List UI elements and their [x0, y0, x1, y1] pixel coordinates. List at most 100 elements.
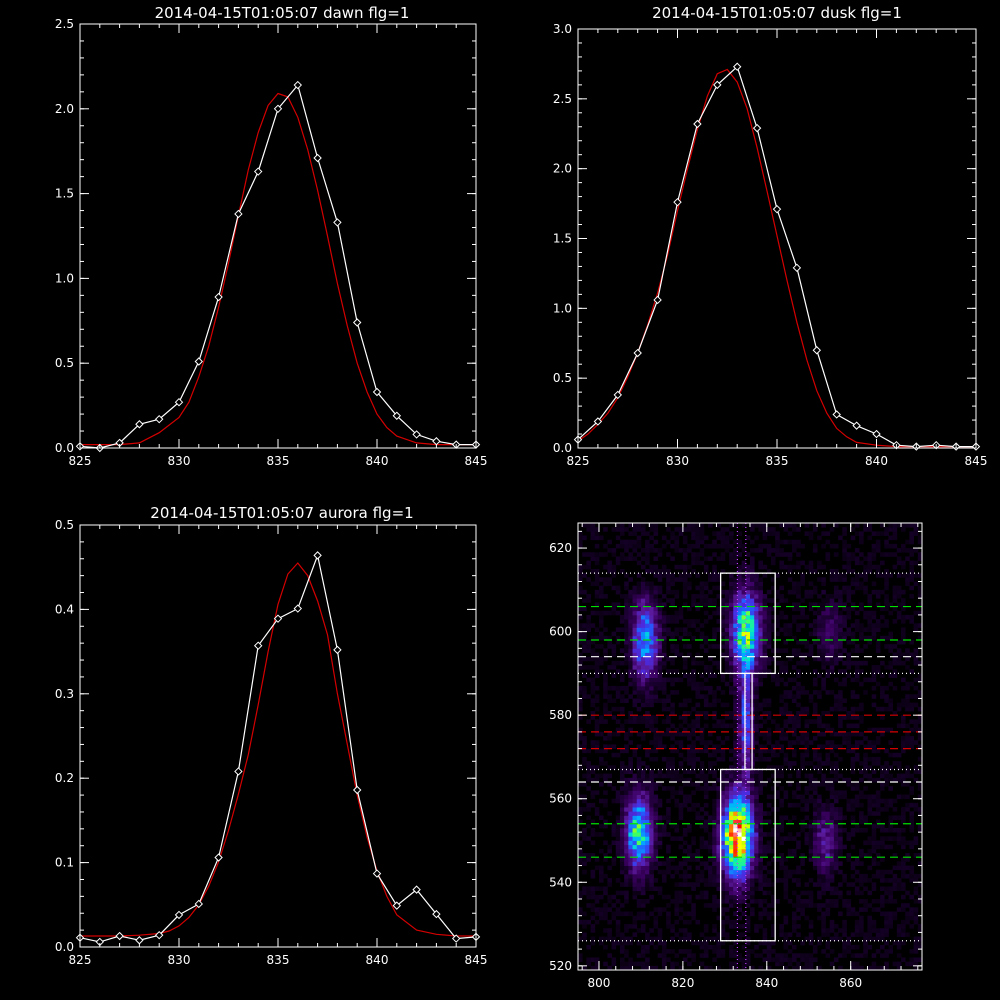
data-point-marker	[214, 853, 223, 862]
data-point-marker	[194, 357, 204, 366]
x-tick-label: 840	[366, 953, 389, 967]
y-tick-label: 540	[549, 875, 572, 889]
y-tick-label: 2.0	[55, 102, 74, 116]
data-point-marker	[633, 348, 642, 358]
x-tick-label: 830	[666, 454, 689, 468]
data-point-marker	[253, 167, 263, 176]
data-point-marker	[732, 62, 742, 71]
data-point-marker	[174, 910, 184, 920]
measured-spectrum-line	[577, 65, 976, 448]
dusk-spectrum-panel: 2014-04-15T01:05:07 dusk flg=1 825 830 835…	[553, 4, 988, 468]
y-tick-label: 0.4	[55, 602, 74, 616]
data-point-marker	[135, 936, 144, 945]
y-tick-label: 1.0	[553, 301, 572, 315]
x-tick-label: 835	[766, 454, 789, 468]
dawn-spectrum-panel: 2014-04-15T01:05:07 dawn flg=1 825 830 835…	[55, 4, 488, 468]
data-point-marker	[115, 931, 124, 941]
x-tick-label: 830	[168, 454, 191, 468]
data-point-marker	[653, 295, 662, 305]
x-tick-label: 835	[267, 953, 290, 967]
data-point-marker	[154, 930, 164, 940]
aurora-panel-title: 2014-04-15T01:05:07 aurora flg=1	[150, 504, 413, 522]
y-tick-label: 2.5	[55, 17, 74, 31]
x-tick-label: 825	[69, 953, 92, 967]
data-point-marker	[673, 197, 682, 207]
y-tick-label: 0.5	[55, 356, 74, 370]
y-tick-label: 600	[549, 625, 572, 639]
data-point-marker	[772, 204, 782, 214]
data-point-marker	[412, 885, 421, 894]
x-tick-label: 835	[267, 454, 290, 468]
x-tick-label: 860	[839, 976, 862, 990]
heatmap-image	[578, 523, 922, 970]
data-point-marker	[352, 318, 362, 327]
data-point-marker	[135, 420, 144, 429]
data-point-marker	[174, 398, 184, 407]
data-point-marker	[693, 119, 702, 129]
y-tick-label: 1.5	[55, 187, 74, 201]
x-tick-label: 845	[965, 454, 988, 468]
y-tick-label: 0.0	[55, 441, 74, 455]
x-tick-label: 845	[465, 953, 488, 967]
y-tick-label: 0.5	[55, 518, 74, 532]
fit-curve-line	[80, 562, 476, 937]
data-point-marker	[832, 410, 841, 419]
data-point-marker	[713, 80, 722, 90]
plot-frame	[577, 28, 977, 449]
x-tick-label: 845	[465, 454, 488, 468]
x-tick-label: 800	[588, 976, 611, 990]
data-point-marker	[234, 767, 243, 776]
x-tick-label: 830	[168, 953, 191, 967]
data-point-marker	[432, 437, 441, 446]
data-point-marker	[313, 153, 322, 163]
data-point-marker	[613, 390, 623, 400]
data-point-marker	[333, 218, 342, 227]
y-tick-label: 1.5	[553, 232, 572, 246]
y-tick-label: 0.5	[553, 371, 572, 385]
data-point-marker	[333, 645, 342, 655]
data-point-marker	[392, 411, 402, 420]
x-tick-label: 825	[567, 454, 590, 468]
plot-frame	[79, 524, 477, 948]
measured-spectrum-line	[79, 553, 477, 943]
data-point-marker	[293, 604, 303, 613]
fit-curve-line	[577, 68, 976, 448]
data-point-marker	[273, 104, 283, 114]
fit-curve-line	[80, 92, 476, 446]
aurora-spectrum-panel: 2014-04-15T01:05:07 aurora flg=1 825 830 8…	[55, 504, 488, 967]
data-point-marker	[293, 80, 303, 90]
y-tick-label: 580	[549, 708, 572, 722]
x-tick-label: 840	[865, 454, 888, 468]
y-tick-label: 2.5	[553, 92, 572, 106]
y-tick-label: 620	[549, 541, 572, 555]
data-point-marker	[194, 899, 204, 909]
data-point-marker	[253, 641, 263, 650]
data-point-marker	[812, 346, 822, 355]
spectral-image-panel: 800 820 840 860 520 540 560 580 600 620	[549, 522, 923, 990]
y-tick-label: 0.3	[55, 687, 74, 701]
y-tick-label: 520	[549, 959, 572, 973]
selection-box	[744, 672, 753, 771]
x-tick-label: 840	[366, 454, 389, 468]
data-point-marker	[451, 934, 461, 943]
data-point-marker	[313, 551, 322, 560]
data-point-marker	[234, 209, 243, 219]
data-point-marker	[214, 292, 223, 302]
data-point-marker	[752, 123, 762, 133]
x-tick-label: 840	[755, 976, 778, 990]
data-point-marker	[372, 387, 382, 397]
data-point-marker	[412, 430, 421, 439]
data-point-marker	[273, 614, 283, 623]
y-tick-label: 0.0	[55, 940, 74, 954]
y-tick-label: 3.0	[553, 22, 572, 36]
y-tick-label: 560	[549, 792, 572, 806]
dawn-panel-title: 2014-04-15T01:05:07 dawn flg=1	[155, 4, 410, 22]
y-tick-label: 0.2	[55, 771, 74, 785]
data-point-marker	[872, 429, 881, 439]
measured-spectrum-line	[79, 83, 476, 449]
plot-frame	[79, 23, 477, 449]
y-tick-label: 1.0	[55, 271, 74, 285]
data-point-marker	[593, 417, 603, 426]
data-point-marker	[432, 909, 441, 919]
